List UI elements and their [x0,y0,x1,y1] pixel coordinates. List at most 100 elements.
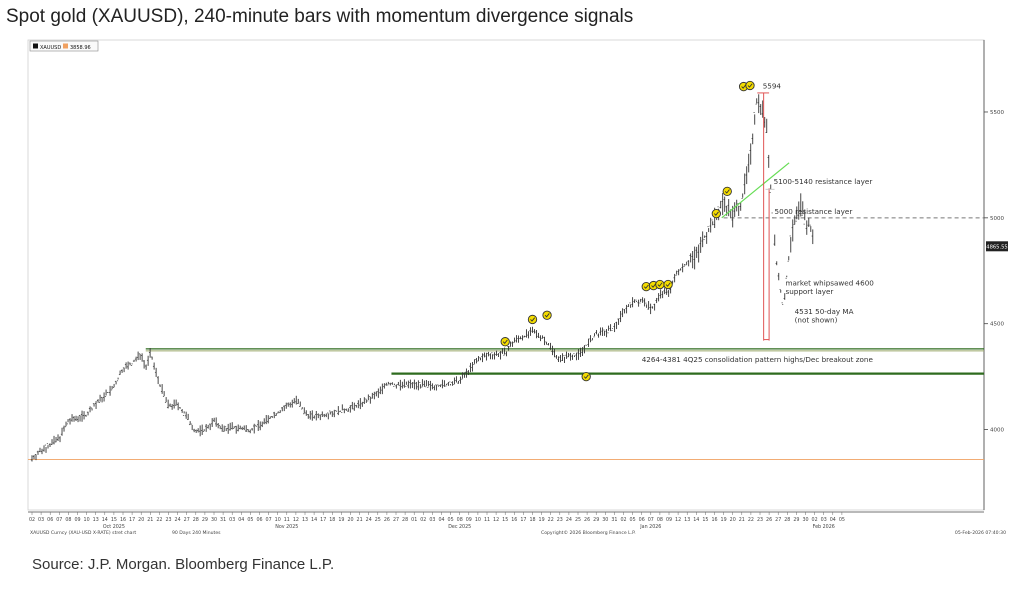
x-tick-label: 17 [129,517,135,523]
x-tick-label: 17 [320,517,326,523]
chart-annotation: 5100-5140 resistance layer [774,177,873,186]
x-tick-label: 10 [475,517,481,523]
x-tick-label: 05 [839,517,845,523]
x-tick-label: 09 [666,517,672,523]
x-month-label: Oct 2025 [103,524,125,530]
x-tick-label: 23 [557,517,563,523]
x-tick-label: 02 [420,517,426,523]
x-tick-label: 19 [539,517,545,523]
signal-markers [500,80,755,382]
divergence-signal-marker [527,314,538,325]
check-icon [747,83,753,88]
momentum-trend-line [721,162,790,219]
x-tick-label: 14 [693,517,699,523]
chart-annotation: market whipsawed 4600 [785,279,874,288]
check-icon [530,317,536,322]
x-tick-label: 04 [438,517,444,523]
divergence-signal-marker [711,208,721,219]
x-tick-label: 08 [657,517,663,523]
check-icon [657,282,663,287]
x-tick-label: 03 [429,517,435,523]
chart-annotation: (not shown) [795,316,838,325]
x-tick-label: 20 [347,517,353,523]
x-tick-label: 24 [566,517,572,523]
x-tick-label: 25 [375,517,381,523]
x-tick-label: 27 [775,517,781,523]
x-tick-label: 06 [639,517,645,523]
x-tick-label: 28 [402,517,408,523]
check-icon [665,282,671,287]
footer-period: 90 Days 240 Minutes [172,530,221,536]
x-month-label: Jan 2026 [639,524,661,530]
x-axis: 02 03 06 07 08 09 10 13 14 15 16 17 20 21 22 23 24 27 28 29… [28,511,984,530]
x-tick-label: 11 [284,517,290,523]
x-tick-label: 12 [293,517,299,523]
x-tick-label: 16 [120,517,126,523]
x-tick-label: 07 [648,517,654,523]
divergence-signal-marker [655,279,665,290]
x-tick-label: 12 [493,517,499,523]
chart-annotation: support layer [785,287,833,296]
x-tick-label: 28 [193,517,199,523]
footer-timestamp: 05-Feb-2026 07:40:30 [955,530,1006,536]
x-tick-label: 03 [821,517,827,523]
divergence-signal-marker [722,186,732,197]
x-tick-label: 02 [29,517,35,523]
check-icon [741,84,747,89]
x-month-label: Nov 2025 [275,524,298,530]
annotations: 5594 5100-5140 resistance layer 5000 resis… [642,82,875,364]
check-icon [651,283,657,288]
x-tick-label: 30 [211,517,217,523]
divergence-signal-marker [581,371,591,382]
x-tick-label: 30 [602,517,608,523]
divergence-signal-marker [745,80,755,91]
x-tick-label: 31 [611,517,617,523]
x-tick-label: 20 [138,517,144,523]
y-tick-label: 4000 [990,428,1004,434]
x-tick-label: 29 [593,517,599,523]
x-tick-label: 16 [511,517,517,523]
check-icon [643,284,649,289]
x-tick-label: 15 [111,517,117,523]
x-tick-label: 04 [238,517,244,523]
check-icon [544,313,550,318]
footer-left: XAUUSD Curncy (XAU-USD X-RATE) stret cha… [30,530,136,536]
x-tick-label: 26 [766,517,772,523]
x-tick-label: 13 [93,517,99,523]
divergence-signal-marker [663,279,673,290]
x-tick-label: 29 [202,517,208,523]
legend: XAUUSD 3858.96 [29,40,99,52]
check-icon [713,211,719,216]
x-tick-label: 15 [502,517,508,523]
x-tick-label: 27 [393,517,399,523]
x-tick-label: 06 [47,517,53,523]
x-tick-label: 26 [584,517,590,523]
chart-annotation: 5000 resistance layer [775,207,853,216]
plot-frame [27,39,985,511]
legend-series-label: XAUUSD [40,45,61,51]
x-tick-label: 04 [830,517,836,523]
x-tick-label: 07 [56,517,62,523]
chart-annotation: 5594 [763,82,782,91]
x-tick-label: 22 [548,517,554,523]
x-tick-label: 23 [757,517,763,523]
x-tick-label: 16 [711,517,717,523]
y-tick-label: 5500 [990,110,1004,116]
x-tick-label: 18 [529,517,535,523]
legend-last-label: 3858.96 [70,45,91,51]
y-tick-label: 4500 [990,322,1004,328]
chart-annotation: 4531 50-day MA [795,307,854,316]
price-chart: XAUUSD 3858.96 5594 5100-5140 resistance … [27,39,1008,536]
x-tick-label: 06 [256,517,262,523]
y-tick-label: 5000 [990,216,1004,222]
check-icon [583,374,589,379]
chart-footer: XAUUSD Curncy (XAU-USD X-RATE) stret cha… [30,529,1006,536]
check-icon [724,189,730,194]
last-price-label: 4865.55 [986,245,1007,251]
x-tick-label: 30 [802,517,808,523]
x-tick-label: 03 [229,517,235,523]
check-icon [502,339,508,344]
x-tick-label: 21 [739,517,745,523]
x-tick-label: 07 [266,517,272,523]
levels-layer [28,217,984,460]
